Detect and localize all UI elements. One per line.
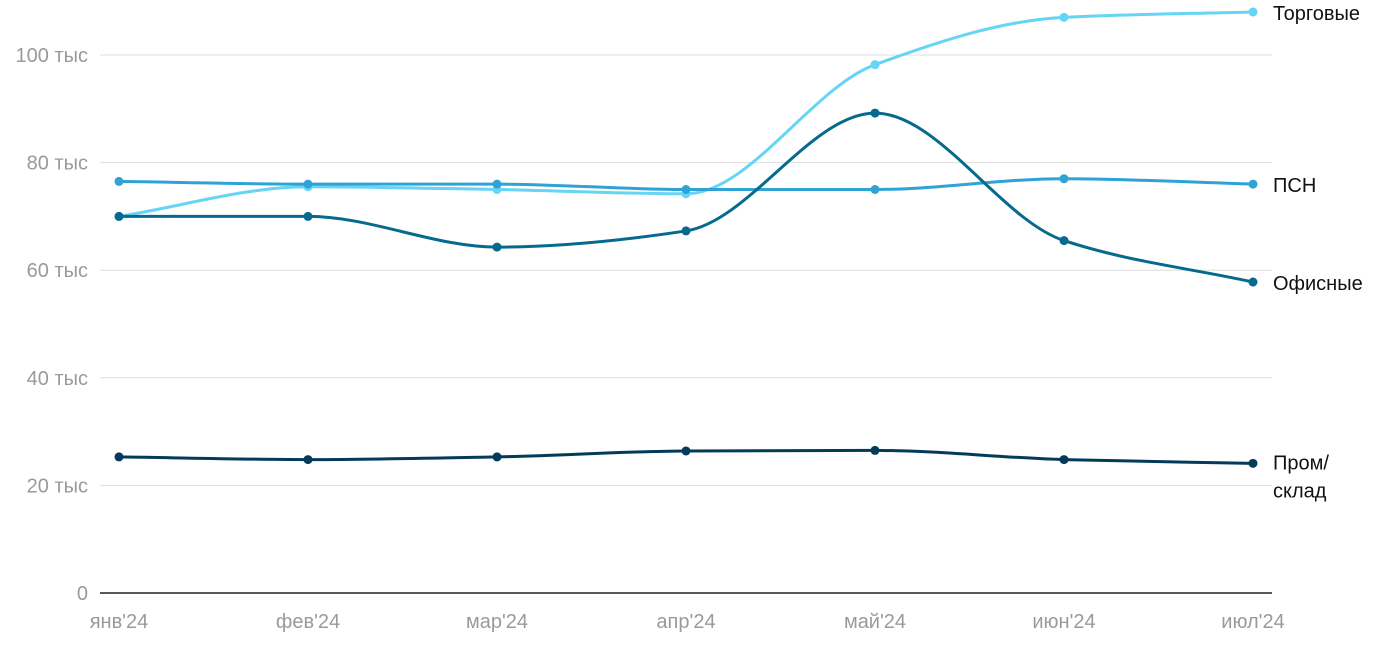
data-point xyxy=(1248,179,1258,189)
x-tick-label: апр'24 xyxy=(656,611,715,633)
series-end-label: Пром/склад xyxy=(1273,452,1329,502)
x-tick-label: июн'24 xyxy=(1032,611,1095,633)
data-point xyxy=(1059,174,1069,184)
data-point xyxy=(1059,236,1069,246)
x-tick-label: май'24 xyxy=(844,611,906,633)
data-point xyxy=(303,211,313,221)
y-tick-label: 20 тыс xyxy=(27,475,88,497)
data-point xyxy=(1248,7,1258,17)
y-tick-label: 40 тыс xyxy=(27,368,88,390)
data-point xyxy=(681,185,691,194)
y-axis-ticks: 0 20 тыс 40 тыс 60 тыс 80 тыс 100 тыс xyxy=(16,45,88,605)
data-point xyxy=(1059,12,1069,22)
series-label-line: ПСН xyxy=(1273,175,1316,197)
series-label-line: склад xyxy=(1273,480,1327,502)
data-point xyxy=(492,452,502,462)
data-point xyxy=(681,226,691,236)
grid-lines xyxy=(100,54,1272,594)
series-points xyxy=(114,7,1258,468)
x-tick-label: июл'24 xyxy=(1221,611,1284,633)
series-lines xyxy=(117,10,1255,465)
x-axis-ticks: янв'24 фев'24 мар'24 апр'24 май'24 июн'24 июл'… xyxy=(90,611,1285,633)
y-tick-label: 80 тыс xyxy=(27,153,88,175)
data-point xyxy=(681,446,691,456)
data-point xyxy=(114,452,124,462)
series-end-label: Торговые xyxy=(1273,3,1360,25)
data-point xyxy=(870,60,880,70)
y-tick-label: 60 тыс xyxy=(27,260,88,282)
data-point xyxy=(870,185,880,194)
data-point xyxy=(1248,458,1258,468)
y-tick-label: 0 xyxy=(77,583,88,605)
data-point xyxy=(870,108,880,118)
data-point xyxy=(114,176,124,186)
series-end-label: ПСН xyxy=(1273,175,1316,197)
x-tick-label: янв'24 xyxy=(90,611,149,633)
x-tick-label: мар'24 xyxy=(466,611,528,633)
series-label-line: Торговые xyxy=(1273,3,1360,25)
data-point xyxy=(492,179,502,189)
series-end-label: Офисные xyxy=(1273,273,1363,295)
series-label-line: Офисные xyxy=(1273,273,1363,295)
data-point xyxy=(870,445,880,455)
data-point xyxy=(114,211,124,221)
x-tick-label: фев'24 xyxy=(276,611,340,633)
series-labels: Торговые ПСН Офисные Пром/склад xyxy=(1273,3,1363,502)
data-point xyxy=(1248,277,1258,287)
data-point xyxy=(303,179,313,189)
y-tick-label: 100 тыс xyxy=(16,45,88,67)
series-label-line: Пром/ xyxy=(1273,452,1329,474)
data-point xyxy=(492,242,502,252)
data-point xyxy=(1059,455,1069,465)
data-point xyxy=(303,455,313,465)
